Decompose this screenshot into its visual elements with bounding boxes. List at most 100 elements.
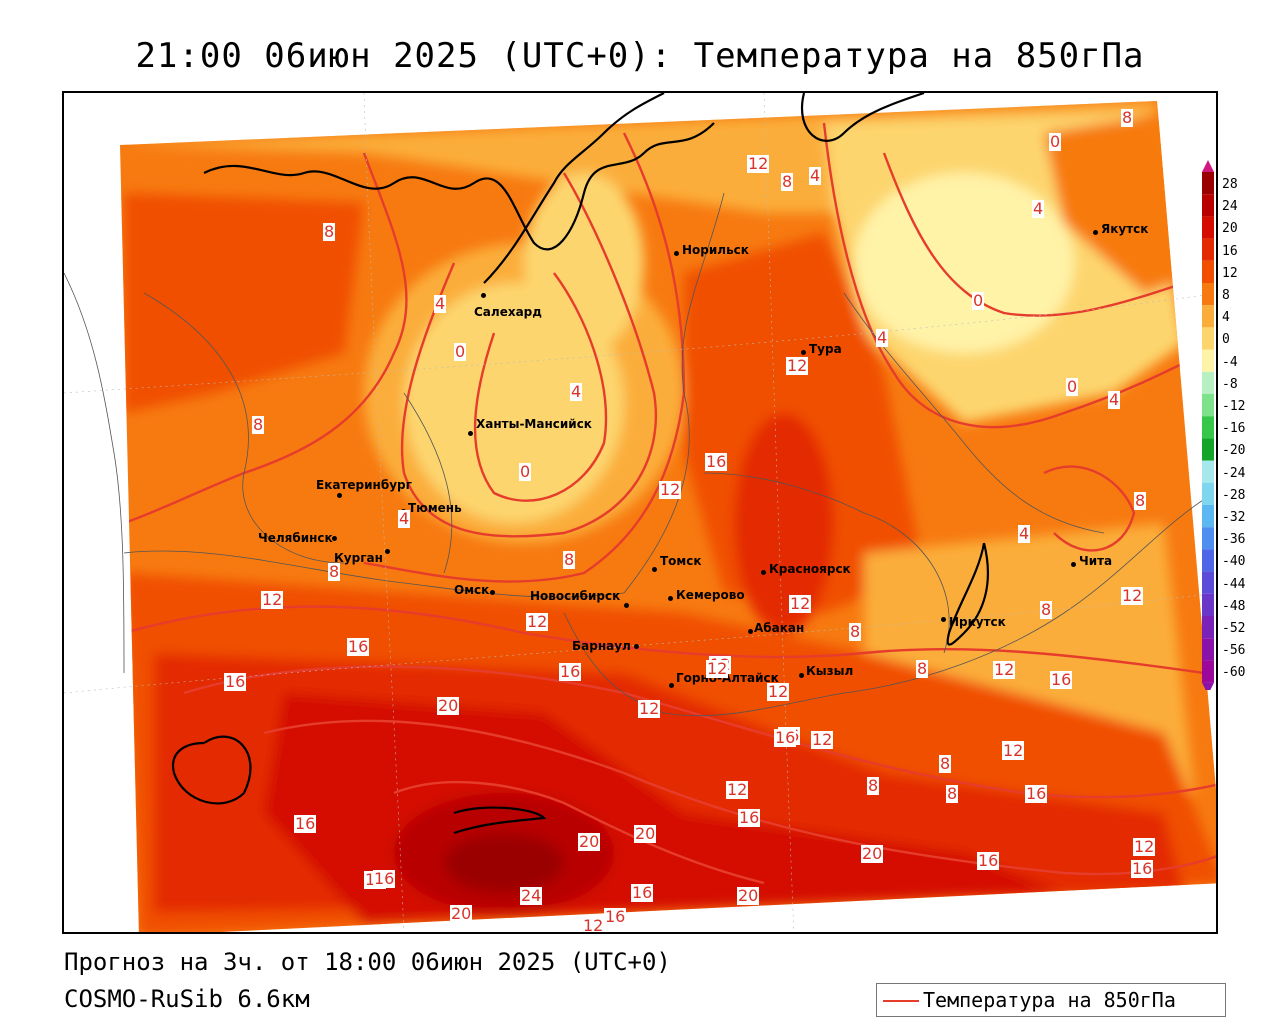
colorbar-tick-label: -8 (1222, 376, 1238, 392)
contour-label: 16 (1131, 859, 1154, 878)
contour-label: 12 (1133, 837, 1156, 856)
contour-label: 4 (1032, 199, 1045, 218)
contour-label: 12 (638, 699, 661, 718)
city-label: Омск (454, 583, 490, 597)
colorbar-swatch (1202, 638, 1214, 661)
city-label: Тура (809, 342, 842, 356)
contour-label: 16 (705, 452, 728, 471)
colorbar-tick-label: -48 (1222, 598, 1246, 614)
colorbar-swatch (1202, 305, 1214, 328)
colorbar-swatches (1202, 160, 1214, 690)
colorbar-tick-label: 4 (1222, 310, 1230, 326)
colorbar-tick-label: -12 (1222, 399, 1246, 414)
temperature-colorbar: 28 24 20 16 12 8 4 0 -4 -8 -12 -16 -20 -24 -28 -32 -36 -4… (1200, 160, 1260, 690)
isotherms (123, 122, 1216, 885)
contour-label: 4 (809, 166, 822, 185)
contour-label: 8 (1134, 491, 1147, 510)
contour-label: 12 (526, 612, 549, 631)
colorbar-tick-label: -52 (1222, 621, 1246, 636)
city-label: Чита (1079, 554, 1113, 568)
colorbar-tick-label: 16 (1222, 243, 1238, 259)
colorbar-top-arrow (1202, 160, 1214, 172)
colorbar-tick-label: 8 (1222, 288, 1230, 303)
contour-label: 0 (972, 291, 985, 310)
colorbar-swatch (1202, 216, 1214, 239)
graticule (64, 93, 1216, 932)
contour-label: 12 (993, 660, 1016, 679)
colorbar-tick-label: -40 (1222, 554, 1246, 570)
contour-label: 12 (767, 682, 790, 701)
city-label: Тюмень (408, 501, 462, 515)
contour-label: 8 (323, 222, 336, 241)
contour-label: 12 (786, 356, 809, 375)
colorbar-swatch (1202, 505, 1214, 528)
contour-label: 12 (747, 154, 770, 173)
city-label: Новосибирск (530, 589, 621, 603)
colorbar-swatch (1202, 482, 1214, 505)
contour-label: 8 (916, 659, 929, 678)
legend-line-swatch (883, 1000, 919, 1002)
contour-label: 12 (261, 590, 284, 609)
contour-label: 16 (294, 814, 317, 833)
colorbar-tick-label: 0 (1222, 332, 1230, 348)
contour-label: 0 (454, 342, 467, 361)
coastlines (171, 93, 990, 835)
colorbar-tick-label: 20 (1222, 221, 1238, 237)
colorbar-swatch (1202, 438, 1214, 461)
contour-label: 4 (1108, 390, 1121, 409)
contour-label: 16 (977, 851, 1000, 870)
contour-label: 8 (563, 550, 576, 569)
contour-label: 12 (1002, 741, 1025, 760)
temperature-map[interactable]: Норильск Салехард Тура Якутск Ханты-Манс… (62, 91, 1218, 934)
colorbar-swatch (1202, 527, 1214, 550)
contour-label: 4 (1018, 524, 1031, 543)
map-title: 21:00 06июн 2025 (UTC+0): Температура на… (135, 36, 1145, 76)
contour-label: 16 (631, 883, 654, 902)
colorbar-swatch (1202, 616, 1214, 639)
colorbar-tick-label: -44 (1222, 576, 1246, 592)
map-legend: Температура на 850гПа (876, 983, 1226, 1017)
colorbar-bottom-arrow (1202, 682, 1214, 690)
legend-label: Температура на 850гПа (923, 988, 1176, 1012)
colorbar-tick-label: 24 (1222, 199, 1238, 215)
contour-label: 8 (1121, 108, 1134, 127)
colorbar-tick-label: -24 (1222, 465, 1246, 481)
city-label: Кызыл (806, 664, 854, 678)
city-label: Якутск (1101, 222, 1149, 236)
colorbar-swatch (1202, 416, 1214, 439)
colorbar-tick-label: -36 (1222, 532, 1246, 548)
city-label: Барнаул (572, 639, 631, 653)
colorbar-swatch (1202, 460, 1214, 483)
contour-label: 8 (849, 622, 862, 641)
contour-label: 12 (1121, 586, 1144, 605)
colorbar-tick-label: -4 (1222, 354, 1238, 370)
contour-label: 4 (398, 509, 411, 528)
colorbar-swatch (1202, 571, 1214, 594)
city-label: Норильск (682, 243, 749, 257)
contour-label: 24 (520, 886, 543, 905)
colorbar-swatch (1202, 660, 1214, 683)
colorbar-swatch (1202, 593, 1214, 616)
model-name: COSMO-RuSib 6.6км (64, 985, 310, 1013)
city-label: Ханты-Мансийск (476, 417, 592, 431)
contour-label: 12 (659, 480, 682, 499)
city-label: Екатеринбург (316, 478, 412, 492)
city-label: Салехард (474, 305, 542, 319)
colorbar-tick-label: -56 (1222, 643, 1246, 659)
colorbar-tick-label: -32 (1222, 510, 1246, 525)
city-label: Иркутск (949, 615, 1006, 629)
contour-label: 8 (328, 562, 341, 581)
contour-label: 4 (876, 328, 889, 347)
colorbar-tick-label: 12 (1222, 265, 1238, 281)
city-label: Челябинск (258, 531, 333, 545)
colorbar-tick-label: -16 (1222, 421, 1246, 437)
contour-label: 8 (1040, 600, 1053, 619)
temperature-field (120, 101, 1216, 932)
contour-label: 16 (1025, 784, 1048, 803)
colorbar-swatch (1202, 349, 1214, 372)
contour-label: 20 (450, 904, 473, 923)
city-label: Красноярск (769, 562, 851, 576)
contour-label: 4 (570, 382, 583, 401)
colorbar-tick-label: -28 (1222, 487, 1246, 503)
contour-label: 20 (737, 886, 760, 905)
